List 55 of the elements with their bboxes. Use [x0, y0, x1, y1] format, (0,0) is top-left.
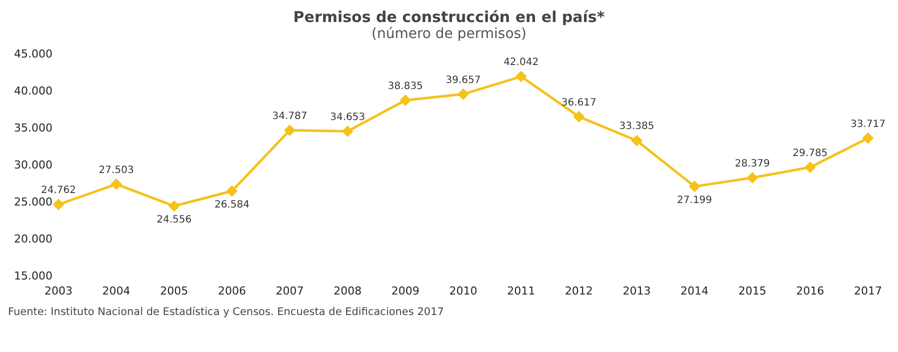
point: [400, 95, 411, 106]
y-tick-label: 40.000: [14, 84, 52, 98]
point: [53, 199, 64, 210]
data-label: 26.584: [214, 200, 250, 211]
data-label: 27.199: [677, 195, 712, 206]
x-tick-label: 2008: [334, 284, 362, 298]
x-tick-label: 2015: [738, 284, 766, 298]
data-label: 36.617: [561, 97, 596, 108]
point: [458, 88, 468, 100]
data-label: 27.503: [98, 164, 134, 176]
y-tick-label: 20.000: [14, 232, 52, 246]
data-label: 34.653: [330, 112, 366, 123]
data-label: 29.785: [792, 148, 828, 159]
point: [689, 181, 700, 192]
x-tick-label: 2009: [391, 284, 420, 298]
x-tick-label: 2006: [218, 284, 246, 298]
point: [631, 135, 642, 146]
point: [111, 178, 122, 190]
x-tick-label: 2005: [160, 284, 188, 298]
point: [516, 71, 526, 82]
point: [862, 132, 874, 144]
chart-subtitle: (número de permisos): [370, 26, 528, 42]
x-tick-label: 2011: [507, 284, 536, 298]
point: [168, 200, 180, 212]
x-tick-label: 2014: [680, 284, 709, 298]
y-tick-label: 35.000: [14, 122, 52, 135]
data-label: 24.556: [156, 214, 192, 226]
x-tick-label: 2004: [102, 284, 130, 298]
y-tick-label: 30.000: [14, 158, 52, 172]
data-label: 34.787: [272, 110, 308, 122]
point: [284, 124, 296, 136]
x-tick-label: 2007: [276, 284, 304, 298]
data-label: 39.657: [446, 74, 481, 86]
y-tick-label: 25.000: [14, 196, 52, 209]
point: [804, 162, 816, 173]
point: [747, 172, 758, 183]
x-tick-label: 2017: [854, 284, 882, 298]
x-tick-label: 2003: [44, 284, 72, 298]
data-label: 28.379: [734, 158, 770, 170]
data-label: 38.835: [388, 80, 423, 92]
point: [342, 126, 353, 136]
source-note: Fuente: Instituto Nacional de Estadística y Censos. Encuesta de Edificaciones 2017: [8, 306, 445, 318]
x-tick-label: 2013: [622, 284, 651, 298]
x-tick-label: 2012: [564, 284, 593, 298]
point: [226, 186, 238, 196]
point: [574, 111, 584, 122]
y-tick-label: 45.000: [14, 47, 52, 60]
x-tick-label: 2010: [449, 284, 478, 298]
data-label: 33.385: [619, 121, 654, 132]
data-label: 24.762: [40, 185, 76, 196]
data-label: 33.717: [850, 118, 886, 130]
chart-title: Permisos de construcción en el país*: [292, 8, 606, 26]
x-tick-label: 2016: [796, 284, 824, 298]
y-tick-label: 15.000: [14, 270, 52, 283]
data-label: 42.042: [504, 57, 539, 68]
